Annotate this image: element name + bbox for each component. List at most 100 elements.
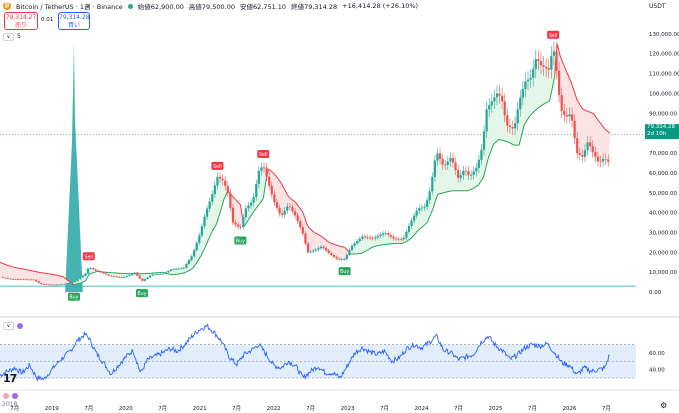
candle-body [511, 127, 514, 129]
candle-body [180, 268, 183, 270]
candle-body [99, 271, 103, 273]
last-price-value: 79,314.28 [647, 124, 675, 130]
candle-body [397, 238, 400, 240]
candle-body [363, 236, 367, 238]
candle-body [358, 238, 361, 242]
candle-body [48, 284, 51, 286]
candle-body [86, 268, 90, 274]
candle-body [428, 191, 431, 201]
candle-body [503, 101, 506, 116]
sell-label: 売り [14, 22, 27, 29]
signal-label: Buy [236, 239, 245, 245]
candle-body [485, 109, 488, 132]
candle-body [221, 178, 224, 181]
candle-body [1, 277, 4, 278]
candle-body [400, 238, 403, 240]
y-tick-label: 130,000.00 [649, 32, 679, 38]
x-tick-label: 7月 [232, 405, 241, 412]
candle-body [596, 156, 600, 162]
gear-icon[interactable]: ⚙ [660, 401, 668, 410]
candle-body [268, 176, 271, 186]
candle-body [265, 167, 268, 177]
y-tick-label: 100,000.00 [649, 91, 679, 97]
candle-body [17, 279, 20, 281]
candle-body [389, 234, 392, 237]
axis-start-label: 2018 [2, 401, 18, 408]
candle-body [570, 114, 574, 121]
candle-body [480, 149, 483, 160]
candle-body [304, 233, 307, 244]
buy-signal: Buy [234, 236, 247, 245]
candle-body [187, 260, 191, 264]
candle-body [128, 275, 131, 277]
candle-body [71, 282, 74, 283]
currency-label: USDT [649, 3, 666, 10]
candle-body [123, 277, 126, 278]
candle-body [475, 167, 478, 172]
candle-body [288, 206, 291, 208]
candle-body [97, 270, 100, 272]
candle-body [498, 93, 501, 96]
candle-body [319, 246, 323, 249]
x-tick-label: 2026 [562, 406, 576, 412]
candle-body [270, 185, 273, 195]
candle-body [607, 159, 610, 162]
candle-body [451, 158, 455, 163]
ohlc-low: 安値62,751.10 [239, 3, 287, 11]
candle-body [407, 225, 411, 232]
candle-body [291, 207, 294, 212]
candle-body [513, 123, 517, 129]
candle-body [545, 66, 548, 69]
oscillator-tick-label: 40.00 [649, 368, 665, 374]
footer-style-icon[interactable] [12, 392, 18, 399]
symbol-title[interactable]: Bitcoin / TetherUS · 1週 · Binance [16, 3, 123, 11]
candle-body [105, 273, 108, 275]
x-tick-label: 7月 [602, 405, 611, 412]
candle-body [604, 158, 607, 160]
candle-body [369, 237, 372, 239]
oscillator-style-icon[interactable] [17, 322, 23, 329]
candle-body [218, 176, 222, 179]
y-tick-label: 50,000.00 [649, 191, 677, 197]
candle-body [384, 233, 387, 235]
candle-body [45, 284, 48, 286]
tradingview-logo[interactable]: 17 [3, 372, 17, 385]
candle-body [252, 196, 255, 203]
footer-indicator-row [3, 391, 18, 400]
candle-body [167, 270, 170, 273]
candle-body [490, 101, 493, 106]
candle-body [376, 236, 380, 238]
candle-body [53, 284, 56, 286]
candle-body [239, 226, 242, 228]
candle-body [581, 155, 584, 157]
candle-body [322, 246, 325, 249]
x-tick-label: 2021 [193, 406, 207, 412]
candle-body [379, 234, 382, 237]
candle-body [141, 278, 144, 281]
candle-body [226, 185, 229, 193]
candle-body [578, 153, 581, 156]
candle-body [542, 65, 545, 67]
sell-band [266, 169, 352, 260]
candle-body [550, 55, 553, 70]
candle-body [402, 237, 405, 240]
buy-signal: Buy [135, 289, 148, 298]
alert-pill-icon[interactable] [3, 392, 9, 399]
candle-body [583, 150, 587, 157]
buy-button[interactable]: 79,314.28 買い [58, 12, 90, 30]
collapse-oscillator-button[interactable]: ∨ [3, 321, 14, 330]
sell-signal: Sell [82, 252, 95, 261]
candle-body [537, 59, 540, 62]
candle-body [260, 167, 263, 171]
candle-body [27, 279, 30, 281]
candle-body [249, 202, 253, 206]
candle-body [312, 250, 315, 252]
candle-body [521, 88, 524, 98]
buy-band [351, 56, 555, 255]
collapse-indicators-button[interactable]: ∨ [3, 32, 14, 41]
candle-body [415, 210, 418, 216]
sell-button[interactable]: 79,314.27 売り [4, 12, 38, 30]
candle-body [237, 224, 240, 227]
